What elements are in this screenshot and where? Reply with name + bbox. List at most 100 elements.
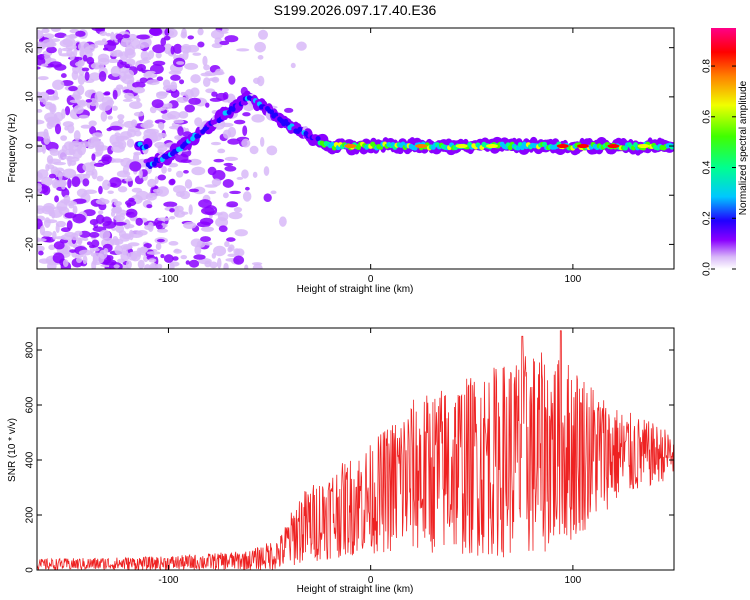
spectrogram-noise-blob bbox=[62, 168, 77, 179]
spectrogram-noise-blob bbox=[137, 259, 145, 269]
spectrogram-noise-blob bbox=[125, 208, 138, 218]
spectrogram-noise-blob bbox=[222, 129, 232, 139]
spectrogram-noise-blob bbox=[51, 178, 59, 189]
spectrogram-noise-blob bbox=[43, 217, 51, 228]
spectrogram-noise-blob bbox=[183, 221, 197, 229]
spectrogram-noise-blob bbox=[152, 44, 166, 54]
spectrogram-noise-blob bbox=[213, 245, 227, 257]
spectrogram-noise-blob bbox=[126, 138, 135, 148]
spectrogram-noise-blob bbox=[113, 221, 127, 226]
spectrogram-noise-blob bbox=[106, 255, 114, 261]
spectrogram-noise-blob bbox=[212, 170, 226, 181]
spectrogram-noise-blob bbox=[116, 170, 131, 178]
colorbar-label: Normalized spectral amplitude bbox=[738, 80, 749, 215]
spectrogram-ridge-core bbox=[315, 136, 321, 142]
spectrogram-noise-blob bbox=[169, 216, 176, 220]
spectrogram-noise-blob bbox=[38, 250, 44, 256]
spectrogram-noise-blob bbox=[176, 96, 189, 103]
spectrogram-noise-blob bbox=[187, 35, 195, 40]
spectrogram-noise-blob bbox=[53, 241, 65, 250]
spectrogram-noise-blob bbox=[157, 174, 167, 181]
spectrogram-noise-blob bbox=[112, 105, 118, 111]
spectrogram-hotspot bbox=[607, 144, 620, 149]
spectrogram-noise-blob bbox=[224, 35, 239, 43]
spectrogram-noise-blob bbox=[213, 158, 225, 163]
spectrogram-noise-blob bbox=[228, 244, 235, 252]
spectrogram-noise-blob bbox=[263, 166, 270, 177]
spectrogram-noise-blob bbox=[147, 50, 155, 59]
spectrogram-noise-blob bbox=[173, 43, 183, 54]
spectrogram-noise-blob bbox=[41, 39, 55, 48]
spectrogram-noise-blob bbox=[197, 28, 204, 36]
chart-title: S199.2026.097.17.40.E36 bbox=[274, 2, 437, 18]
spectrogram-noise-blob bbox=[226, 201, 239, 208]
spectrogram-noise-blob bbox=[155, 263, 163, 269]
spectrogram-noise-blob bbox=[98, 249, 108, 260]
spectrogram-noise-blob bbox=[144, 264, 152, 269]
spectrogram-noise-blob bbox=[224, 165, 237, 172]
spectrogram-noise-blob bbox=[151, 99, 164, 109]
spectrogram-noise-blob bbox=[149, 28, 163, 37]
spectrogram-noise-blob bbox=[124, 92, 135, 100]
spectrogram-noise-blob bbox=[102, 47, 109, 51]
spectrogram-noise-blob bbox=[60, 135, 68, 141]
spectrogram-noise-blob bbox=[157, 121, 165, 129]
spectrogram-noise-blob bbox=[242, 191, 252, 202]
spectrogram-noise-blob bbox=[109, 177, 122, 188]
spectrogram-noise-blob bbox=[202, 77, 211, 88]
spectrogram-ylabel: Frequency (Hz) bbox=[7, 114, 18, 183]
spectrogram-noise-blob bbox=[241, 138, 251, 148]
spectrogram-ridge-core bbox=[143, 144, 149, 150]
spectrogram-noise-blob bbox=[95, 214, 105, 225]
snr-xtick-label: -100 bbox=[158, 575, 178, 586]
spectrogram-noise-blob bbox=[257, 75, 265, 87]
spectrogram-noise-blob bbox=[229, 190, 242, 195]
spectrogram-noise-blob bbox=[41, 28, 50, 34]
snr-ytick-label: 600 bbox=[25, 396, 36, 413]
spectrogram-noise-blob bbox=[149, 262, 158, 269]
spectrogram-noise-blob bbox=[102, 179, 111, 191]
spectrogram-noise-blob bbox=[202, 55, 208, 66]
spectrogram-noise-blob bbox=[77, 60, 83, 69]
spectrogram-noise-blob bbox=[233, 119, 246, 125]
spectrogram-noise-blob bbox=[52, 230, 57, 241]
spectrogram-noise-blob bbox=[75, 257, 83, 263]
spectrogram-noise-blob bbox=[86, 241, 92, 246]
spectrogram-noise-blob bbox=[94, 40, 108, 46]
spectrogram-noise-blob bbox=[84, 71, 90, 81]
snr-series-line bbox=[37, 330, 674, 570]
spectrogram-noise-blob bbox=[228, 211, 243, 220]
spectrogram-noise-blob bbox=[188, 188, 200, 193]
spectrogram-noise-blob bbox=[91, 260, 97, 269]
spectrogram-noise-blob bbox=[133, 151, 142, 156]
spectrogram-noise-blob bbox=[179, 79, 185, 85]
spectrogram-noise-blob bbox=[118, 209, 127, 216]
spectrogram-noise-blob bbox=[64, 126, 69, 131]
spectrogram-noise-blob bbox=[156, 91, 169, 96]
spectrogram-noise-blob bbox=[190, 74, 201, 84]
spectrogram-noise-blob bbox=[89, 126, 97, 135]
spectrogram-noise-blob bbox=[117, 186, 128, 193]
colorbar-tick-label: 0.8 bbox=[702, 59, 713, 73]
spectrogram-noise-blob bbox=[117, 118, 124, 124]
spectrogram-noise-blob bbox=[233, 248, 241, 256]
spectrogram-ridge-core bbox=[311, 134, 317, 140]
spectrogram-noise-blob bbox=[278, 216, 287, 227]
spectrogram-noise-blob bbox=[60, 227, 71, 233]
spectrogram-noise-blob bbox=[106, 127, 112, 132]
spectrogram-noise-blob bbox=[82, 162, 96, 172]
spectrogram-noise-blob bbox=[97, 28, 105, 32]
spectrogram-noise-blob bbox=[200, 236, 211, 243]
spectrogram-noise-blob bbox=[82, 255, 88, 265]
spectrogram-noise-blob bbox=[234, 229, 248, 237]
spectrogram-noise-blob bbox=[91, 153, 96, 161]
spectrogram-noise-blob bbox=[128, 197, 135, 202]
spectrogram-xlabel: Height of straight line (km) bbox=[297, 284, 414, 295]
spectrogram-xtick-label: -100 bbox=[158, 274, 178, 285]
spectrogram-noise-blob bbox=[68, 85, 78, 92]
spectrogram-noise-blob bbox=[66, 220, 73, 230]
spectrogram-noise-blob bbox=[254, 41, 266, 53]
spectrogram-noise-blob bbox=[99, 31, 108, 36]
spectrogram-noise-blob bbox=[161, 166, 167, 174]
